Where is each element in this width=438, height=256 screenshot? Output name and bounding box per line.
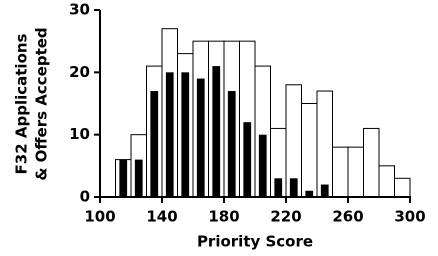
bar — [363, 127, 380, 198]
inner-bar — [274, 178, 283, 197]
inner-bar — [134, 159, 143, 197]
y-axis-title: F32 Applications — [13, 33, 31, 174]
y-tick-label: 20 — [69, 63, 90, 81]
inner-bar — [320, 184, 329, 197]
x-tick-label: 180 — [208, 208, 239, 226]
inner-bar — [181, 72, 190, 197]
inner-bar — [212, 66, 221, 197]
y-tick-label: 0 — [80, 188, 90, 206]
bar — [378, 165, 395, 198]
x-tick-label: 100 — [84, 208, 115, 226]
x-tick-label: 140 — [146, 208, 177, 226]
y-tick-label: 10 — [69, 125, 90, 143]
y-axis-title: & Offers Accepted — [33, 27, 51, 180]
x-tick-label: 220 — [270, 208, 301, 226]
inner-bar — [305, 190, 314, 197]
inner-bar — [119, 159, 128, 197]
bar — [347, 146, 364, 198]
y-tick-label: 30 — [69, 1, 90, 19]
inner-bar — [289, 178, 298, 197]
inner-bar — [196, 78, 205, 197]
x-tick-label: 260 — [332, 208, 363, 226]
bar — [301, 103, 318, 198]
x-axis-title: Priority Score — [197, 233, 313, 251]
bar — [316, 90, 333, 198]
inner-bar — [243, 122, 252, 197]
inner-bar — [150, 91, 159, 197]
inner-bar — [165, 72, 174, 197]
x-tick-label: 300 — [394, 208, 425, 226]
inner-bar — [227, 91, 236, 197]
inner-bar — [258, 134, 267, 197]
bar — [332, 146, 349, 198]
bar — [394, 177, 411, 198]
